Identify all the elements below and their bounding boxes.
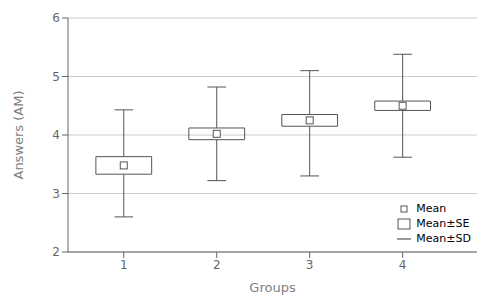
svg-text:2: 2: [213, 258, 221, 272]
svg-text:3: 3: [52, 187, 60, 201]
svg-text:3: 3: [306, 258, 314, 272]
svg-text:2: 2: [52, 245, 60, 259]
svg-text:4: 4: [52, 128, 60, 142]
svg-text:5: 5: [52, 70, 60, 84]
svg-text:Groups: Groups: [249, 280, 296, 295]
html-text:Mean±SE: Mean±SE: [416, 217, 470, 230]
svg-text:1: 1: [120, 258, 128, 272]
svg-text:4: 4: [399, 258, 407, 272]
html-text:Mean: Mean: [416, 202, 447, 215]
html-text:Mean±SD: Mean±SD: [416, 232, 471, 245]
svg-text:Answers (AM): Answers (AM): [11, 90, 26, 179]
svg-text:6: 6: [52, 11, 60, 25]
